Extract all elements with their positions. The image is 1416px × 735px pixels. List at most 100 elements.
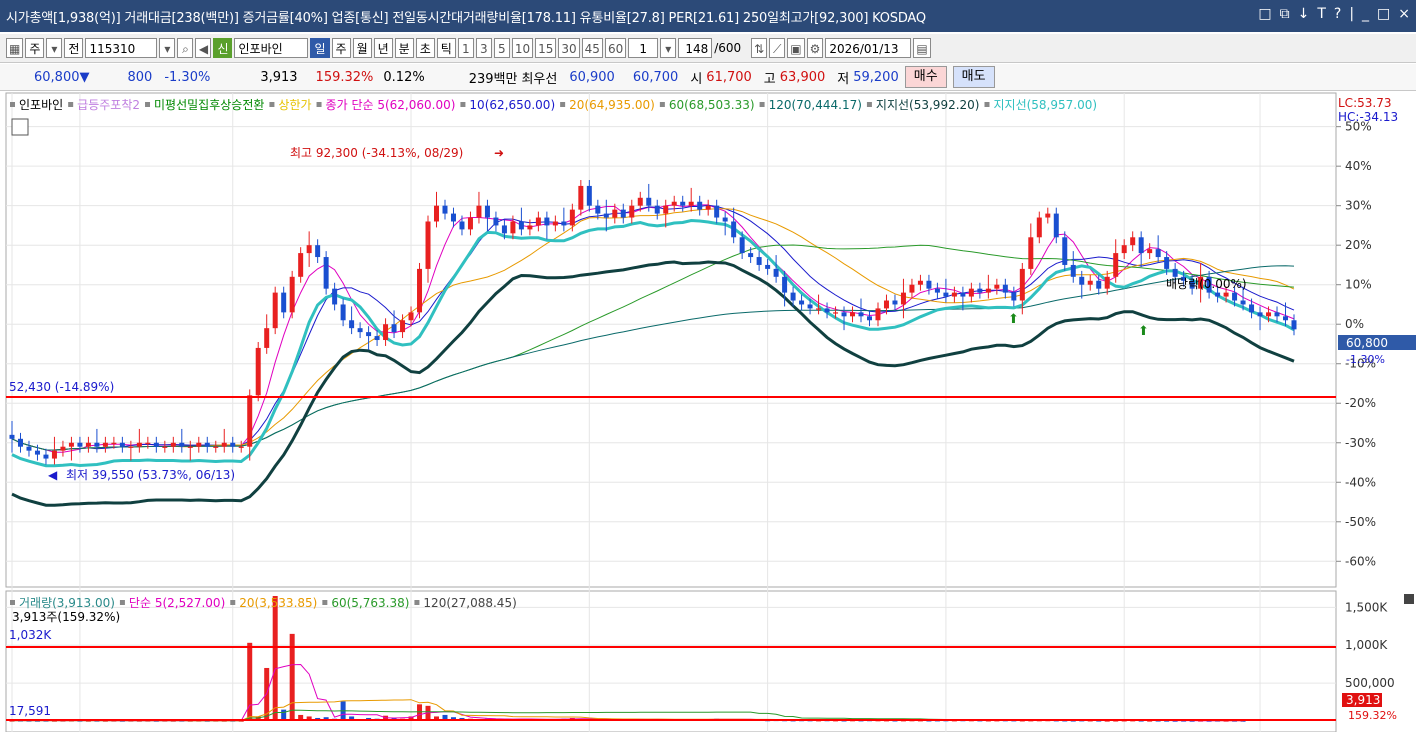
- candle: [417, 268, 423, 313]
- low-arrow-icon: ◀: [48, 468, 58, 482]
- search-icon[interactable]: ⌕: [177, 38, 194, 58]
- current-price: 60,800: [34, 69, 80, 85]
- interval-1[interactable]: 1: [457, 38, 474, 58]
- legend-item[interactable]: 단순 5(2,527.00): [129, 596, 225, 610]
- stock-code-input[interactable]: 115310: [85, 38, 158, 58]
- legend-item[interactable]: 인포바인: [19, 98, 63, 112]
- candle: [221, 442, 227, 447]
- sell-button[interactable]: 매도: [952, 66, 995, 88]
- price-box-pct: -1.30%: [1346, 353, 1385, 366]
- price-box-label: 60,800: [1346, 336, 1388, 350]
- candle: [85, 442, 91, 447]
- volume-bar: [26, 720, 32, 722]
- interval-10[interactable]: 10: [511, 38, 534, 58]
- legend-item[interactable]: 120(70,444.17): [769, 98, 862, 112]
- chevron-down-icon[interactable]: ▾: [46, 38, 63, 58]
- maximize-icon[interactable]: □: [1377, 6, 1391, 22]
- dropdown-icon[interactable]: ▾: [159, 38, 176, 58]
- legend-item[interactable]: 급등주포착2: [77, 98, 140, 112]
- panel-menu-icon[interactable]: [1404, 594, 1414, 604]
- candle: [357, 328, 363, 333]
- legend-item[interactable]: 60(68,503.33): [669, 98, 755, 112]
- multiplier-dropdown-icon[interactable]: ▾: [660, 38, 677, 58]
- grid-toggle-icon[interactable]: [11, 118, 29, 136]
- gear-icon[interactable]: ⚙: [806, 38, 824, 58]
- layout-icon[interactable]: □: [1258, 6, 1272, 22]
- volume-bar: [43, 720, 49, 722]
- multiplier-input[interactable]: 1: [628, 38, 659, 58]
- candle: [586, 185, 592, 206]
- date-input[interactable]: 2026/01/13: [825, 38, 912, 58]
- new-listing-badge: 신: [213, 38, 233, 58]
- sound-icon[interactable]: ◀: [195, 38, 212, 58]
- support-line-2: [11, 218, 1295, 468]
- pin-icon[interactable]: ↓: [1297, 6, 1310, 22]
- legend-item[interactable]: 20(3,533.85): [239, 596, 317, 610]
- support-line-1: [11, 260, 1295, 507]
- compare-icon[interactable]: ⇅: [751, 38, 768, 58]
- stock-name-field[interactable]: 인포바인: [234, 38, 309, 58]
- volume-bar: [442, 714, 448, 721]
- legend-item[interactable]: 10(62,650.00): [469, 98, 555, 112]
- interval-5[interactable]: 5: [493, 38, 510, 58]
- tab-period-day[interactable]: 일: [310, 38, 330, 58]
- volume-bar: [51, 720, 57, 722]
- legend-item[interactable]: 지지선(53,992.20): [876, 98, 980, 112]
- volume-bar: [255, 716, 261, 721]
- save-icon[interactable]: ▣: [787, 38, 805, 58]
- tab-period-minute[interactable]: 분: [394, 38, 414, 58]
- volume-bar: [1096, 720, 1102, 722]
- count-input[interactable]: 148: [678, 38, 713, 58]
- interval-15[interactable]: 15: [535, 38, 557, 58]
- help-icon[interactable]: ?: [1333, 6, 1342, 22]
- candle: [739, 237, 745, 254]
- interval-60[interactable]: 60: [604, 38, 627, 58]
- tab-period-week[interactable]: 주: [331, 38, 351, 58]
- close-icon[interactable]: ×: [1398, 6, 1410, 22]
- candle: [51, 450, 57, 459]
- volume-bar: [1189, 720, 1195, 722]
- calendar-icon[interactable]: ▤: [913, 38, 931, 58]
- legend-item[interactable]: 종가 단순 5(62,060.00): [326, 98, 456, 112]
- minimize-icon[interactable]: _: [1362, 6, 1370, 22]
- legend-item[interactable]: 상한가: [278, 98, 311, 112]
- interval-3[interactable]: 3: [475, 38, 492, 58]
- candle: [561, 221, 567, 226]
- best-bid: 60,700: [632, 69, 679, 85]
- candle: [102, 442, 108, 447]
- tab-period-second[interactable]: 초: [415, 38, 435, 58]
- prev-button[interactable]: 전: [64, 38, 84, 58]
- candle: [238, 446, 244, 448]
- tab-period-tick[interactable]: 틱: [436, 38, 456, 58]
- volume-panel: [5, 590, 1337, 733]
- buy-button[interactable]: 매수: [904, 66, 947, 88]
- tab-period-year[interactable]: 년: [373, 38, 393, 58]
- candle: [349, 320, 355, 329]
- legend-item[interactable]: 60(5,763.38): [331, 596, 409, 610]
- draw-line-icon[interactable]: ⟋: [769, 38, 786, 58]
- interval-45[interactable]: 45: [581, 38, 603, 58]
- candle: [535, 217, 541, 226]
- legend-bullet: [68, 102, 74, 107]
- legend-item[interactable]: 20(64,935.00): [569, 98, 655, 112]
- candle: [1036, 217, 1042, 238]
- chart-area[interactable]: 50% 40% 30% 20% 10% 0% -10% -20% -30% -40% -50% -60…: [0, 91, 1416, 733]
- restore-icon[interactable]: ⧉: [1279, 6, 1290, 22]
- font-icon[interactable]: T: [1317, 6, 1326, 22]
- legend-item[interactable]: 거래량(3,913.00): [19, 596, 115, 610]
- candle: [1206, 276, 1212, 293]
- grid-icon[interactable]: ▦: [6, 38, 24, 58]
- code-type-select[interactable]: 주: [25, 38, 45, 58]
- candle: [1019, 268, 1025, 301]
- candle: [1291, 320, 1297, 330]
- legend-item[interactable]: 지지선(58,957.00): [993, 98, 1097, 112]
- legend-item[interactable]: 120(27,088.45): [423, 596, 516, 610]
- legend-item[interactable]: 미평선밀집후상승전환: [154, 98, 264, 112]
- candle: [841, 312, 847, 317]
- tab-period-month[interactable]: 월: [352, 38, 372, 58]
- candle: [943, 292, 949, 297]
- stock-chart[interactable]: 50% 40% 30% 20% 10% 0% -10% -20% -30% -40% -50% -60…: [0, 91, 1416, 733]
- interval-30[interactable]: 30: [558, 38, 580, 58]
- turnover-rate: 0.12%: [383, 69, 425, 85]
- toolbar: ▦ 주 ▾ 전 115310 ▾ ⌕ ◀ 신 인포바인 일 주 월 년 분 초 …: [0, 34, 1416, 63]
